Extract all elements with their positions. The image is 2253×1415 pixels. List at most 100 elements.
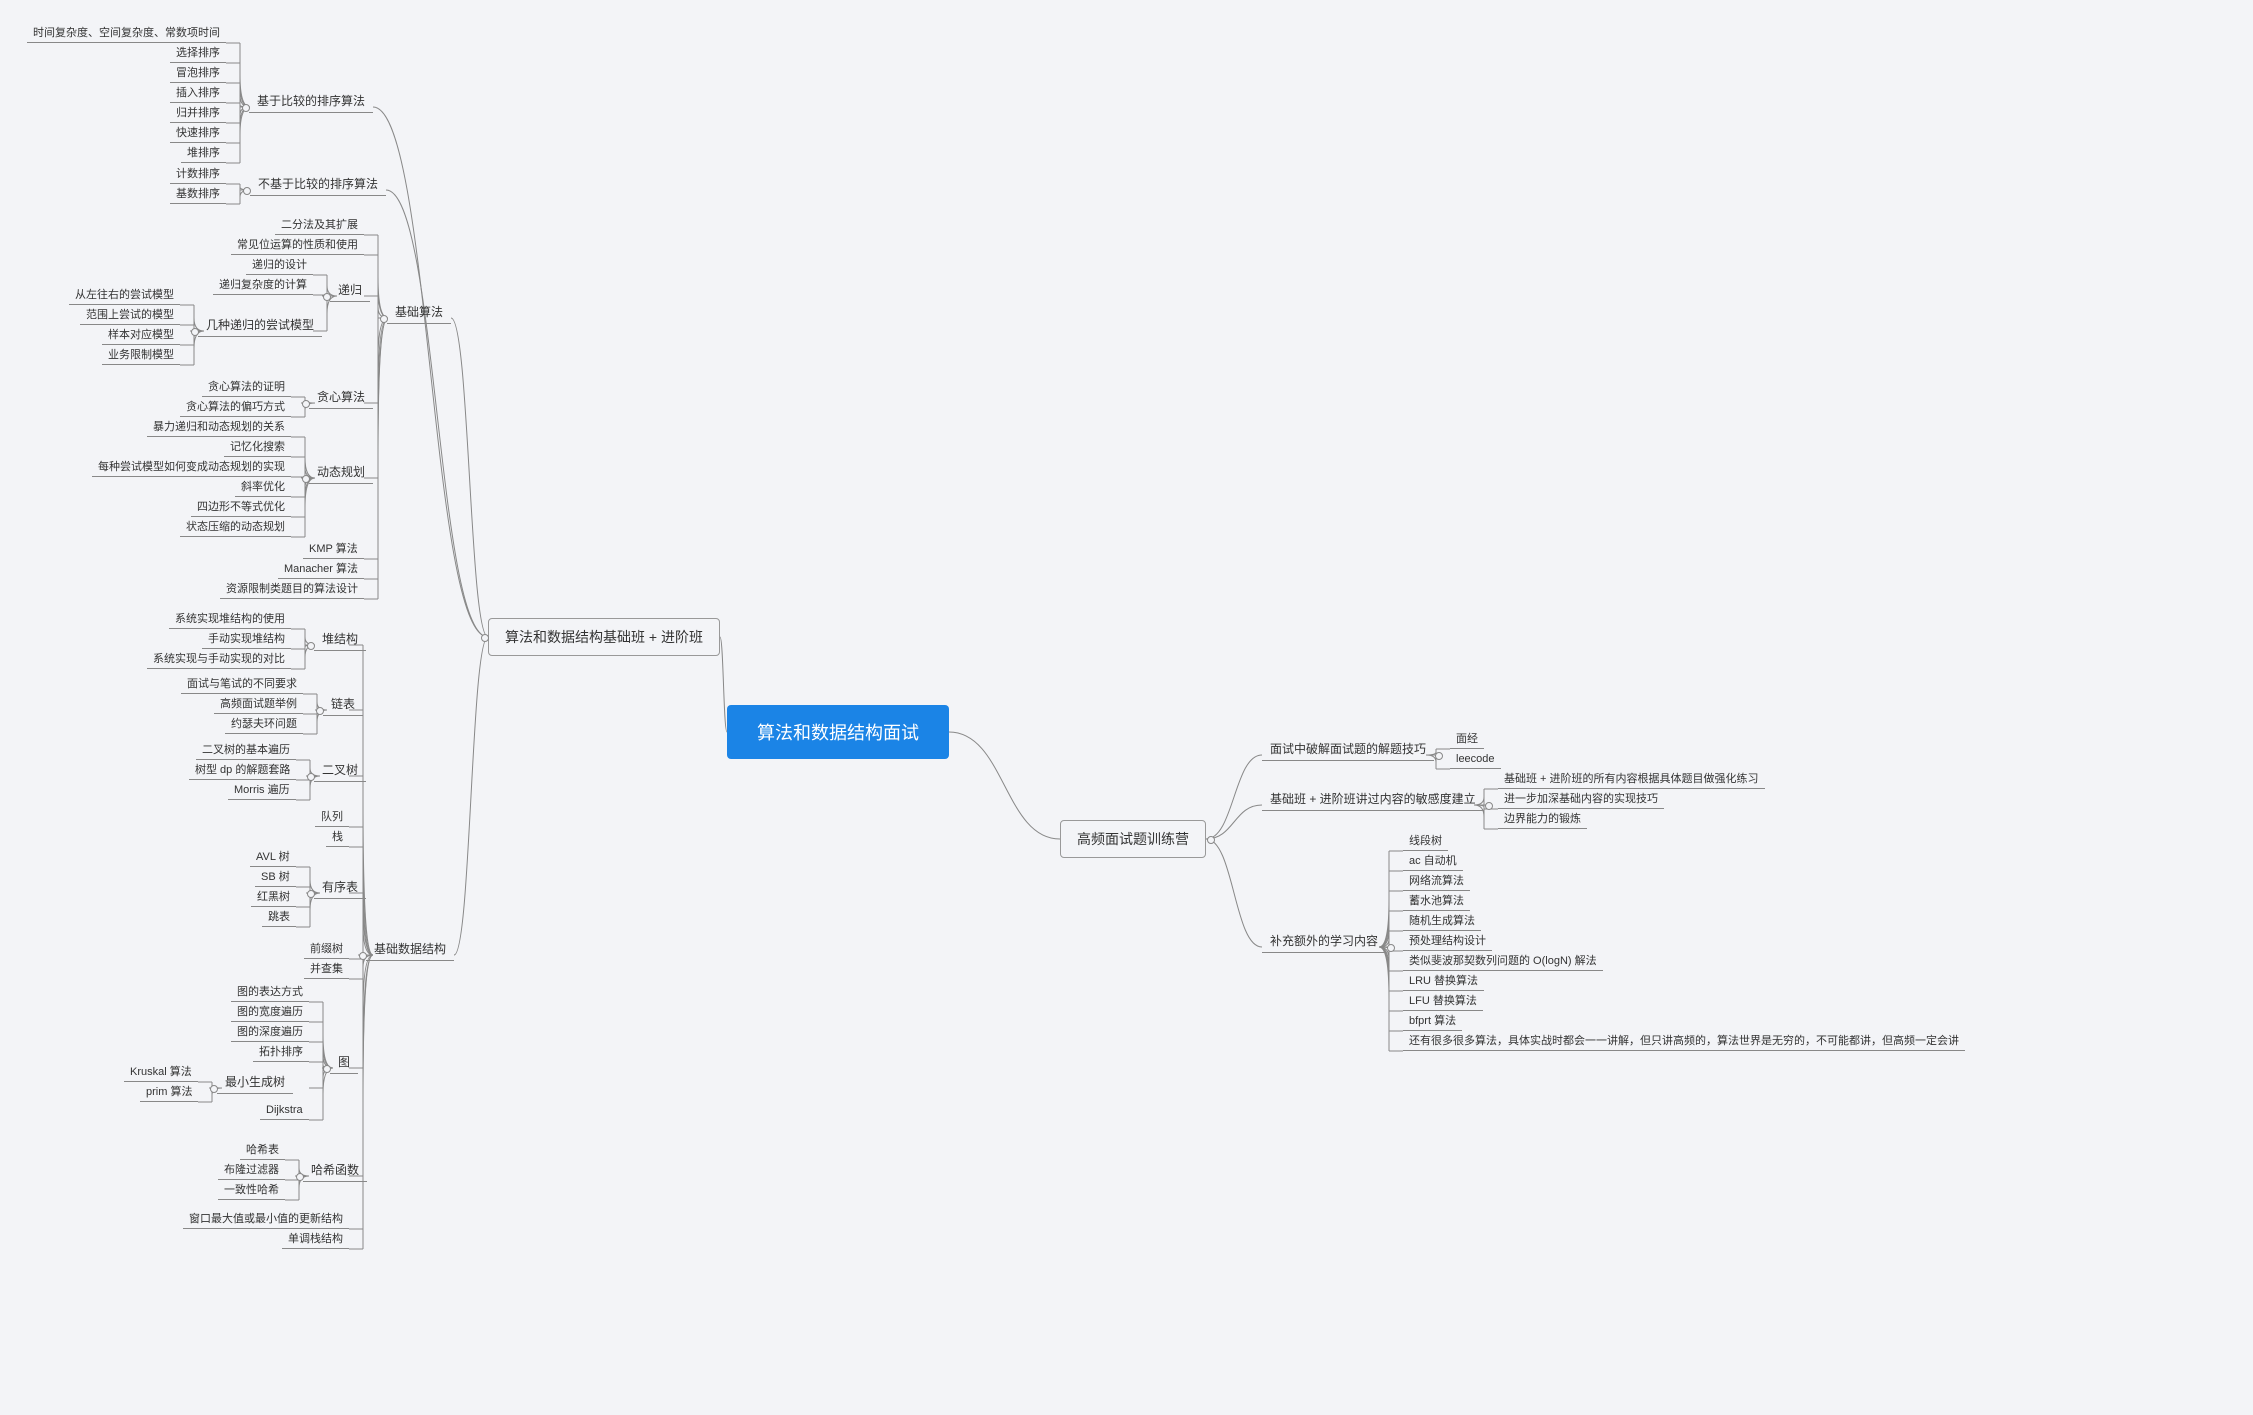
leaf[interactable]: Manacher 算法 xyxy=(278,562,364,579)
leaf-node[interactable]: 类似斐波那契数列问题的 O(logN) 解法 xyxy=(1403,954,1603,971)
cat-recursion[interactable]: 递归 xyxy=(330,283,370,302)
leaf-node[interactable]: 红黑树 xyxy=(251,890,296,907)
cat-linkedlist[interactable]: 链表 xyxy=(323,697,363,716)
leaf-node[interactable]: 网络流算法 xyxy=(1403,874,1470,891)
leaf[interactable]: KMP 算法 xyxy=(303,542,364,559)
leaf-node[interactable]: 堆排序 xyxy=(181,146,226,163)
leaf-node[interactable]: Morris 遍历 xyxy=(228,783,296,800)
root-node[interactable]: 算法和数据结构面试 xyxy=(727,705,949,759)
leaf-node[interactable]: 边界能力的锻炼 xyxy=(1498,812,1587,829)
leaf-node[interactable]: SB 树 xyxy=(255,870,296,887)
leaf[interactable]: 栈 xyxy=(326,830,349,847)
leaf-node[interactable]: 插入排序 xyxy=(170,86,226,103)
leaf-node[interactable]: 哈希表 xyxy=(240,1143,285,1160)
leaf-node[interactable]: 贪心算法的偏巧方式 xyxy=(180,400,291,417)
leaf-node[interactable]: 布隆过滤器 xyxy=(218,1163,285,1180)
leaf-node[interactable]: 记忆化搜索 xyxy=(224,440,291,457)
leaf-node[interactable]: 计数排序 xyxy=(170,167,226,184)
leaf[interactable]: 图的表达方式 xyxy=(231,985,309,1002)
leaf-node[interactable]: 时间复杂度、空间复杂度、常数项时间 xyxy=(27,26,226,43)
leaf-node[interactable]: bfprt 算法 xyxy=(1403,1014,1462,1031)
leaf-node[interactable]: 跳表 xyxy=(262,910,296,927)
leaf-node[interactable]: 选择排序 xyxy=(170,46,226,63)
leaf-node[interactable]: ac 自动机 xyxy=(1403,854,1463,871)
leaf[interactable]: 队列 xyxy=(315,810,349,827)
connector-dot xyxy=(359,952,367,960)
cat-right-1[interactable]: 基础班 + 进阶班讲过内容的敏感度建立 xyxy=(1262,792,1484,811)
leaf-node[interactable]: 预处理结构设计 xyxy=(1403,934,1492,951)
leaf-node[interactable]: 手动实现堆结构 xyxy=(202,632,291,649)
leaf-node[interactable]: leecode xyxy=(1450,752,1501,769)
leaf-node[interactable]: 暴力递归和动态规划的关系 xyxy=(147,420,291,437)
leaf-node[interactable]: 一致性哈希 xyxy=(218,1183,285,1200)
leaf[interactable]: 图的深度遍历 xyxy=(231,1025,309,1042)
leaf-node[interactable]: 随机生成算法 xyxy=(1403,914,1481,931)
leaf-node[interactable]: 系统实现与手动实现的对比 xyxy=(147,652,291,669)
leaf[interactable]: 图的宽度遍历 xyxy=(231,1005,309,1022)
connector-dot xyxy=(323,293,331,301)
cat-sort-cmp[interactable]: 基于比较的排序算法 xyxy=(249,94,373,113)
leaf-node[interactable]: LFU 替换算法 xyxy=(1403,994,1483,1011)
cat-ordered[interactable]: 有序表 xyxy=(314,880,366,899)
cat-btree[interactable]: 二叉树 xyxy=(314,763,366,782)
leaf-node[interactable]: 从左往右的尝试模型 xyxy=(69,288,180,305)
leaf-node[interactable]: 高频面试题举例 xyxy=(214,697,303,714)
leaf[interactable]: 窗口最大值或最小值的更新结构 xyxy=(183,1212,349,1229)
cat-try-models[interactable]: 几种递归的尝试模型 xyxy=(198,318,322,337)
leaf-node[interactable]: 约瑟夫环问题 xyxy=(225,717,303,734)
leaf-node[interactable]: LRU 替换算法 xyxy=(1403,974,1484,991)
connector-dot xyxy=(302,400,310,408)
leaf-node[interactable]: Kruskal 算法 xyxy=(124,1065,198,1082)
leaf[interactable]: 递归复杂度的计算 xyxy=(213,278,313,295)
leaf-node[interactable]: 系统实现堆结构的使用 xyxy=(169,612,291,629)
leaf-node[interactable]: AVL 树 xyxy=(250,850,296,867)
leaf[interactable]: 递归的设计 xyxy=(246,258,313,275)
cat-heap[interactable]: 堆结构 xyxy=(314,632,366,651)
leaf-node[interactable]: 样本对应模型 xyxy=(102,328,180,345)
leaf[interactable]: 前缀树 xyxy=(304,942,349,959)
leaf-node[interactable]: 面经 xyxy=(1450,732,1484,749)
leaf-node[interactable]: 贪心算法的证明 xyxy=(202,380,291,397)
cat-greedy[interactable]: 贪心算法 xyxy=(309,390,373,409)
leaf-node[interactable]: 基础班 + 进阶班的所有内容根据具体题目做强化练习 xyxy=(1498,772,1765,789)
leaf[interactable]: 常见位运算的性质和使用 xyxy=(231,238,364,255)
right-branch-box[interactable]: 高频面试题训练营 xyxy=(1060,820,1206,858)
leaf[interactable]: 拓扑排序 xyxy=(253,1045,309,1062)
cat-dp[interactable]: 动态规划 xyxy=(309,465,373,484)
cat-mst[interactable]: 最小生成树 xyxy=(217,1075,293,1094)
leaf-node[interactable]: 冒泡排序 xyxy=(170,66,226,83)
leaf-node[interactable]: 业务限制模型 xyxy=(102,348,180,365)
leaf-node[interactable]: 蓄水池算法 xyxy=(1403,894,1470,911)
leaf-node[interactable]: 状态压缩的动态规划 xyxy=(180,520,291,537)
leaf-node[interactable]: 线段树 xyxy=(1403,834,1448,851)
leaf[interactable]: 单调栈结构 xyxy=(282,1232,349,1249)
cat-right-2[interactable]: 补充额外的学习内容 xyxy=(1262,934,1386,953)
leaf-node[interactable]: 还有很多很多算法，具体实战时都会一一讲解，但只讲高频的，算法世界是无穷的，不可能… xyxy=(1403,1034,1965,1051)
left-branch-box[interactable]: 算法和数据结构基础班 + 进阶班 xyxy=(488,618,720,656)
leaf-node[interactable]: 二叉树的基本遍历 xyxy=(196,743,296,760)
leaf-node[interactable]: 基数排序 xyxy=(170,187,226,204)
leaf-node[interactable]: 每种尝试模型如何变成动态规划的实现 xyxy=(92,460,291,477)
leaf[interactable]: 并查集 xyxy=(304,962,349,979)
cat-hash[interactable]: 哈希函数 xyxy=(303,1163,367,1182)
cat-basic-algo[interactable]: 基础算法 xyxy=(387,305,451,324)
leaf[interactable]: 二分法及其扩展 xyxy=(275,218,364,235)
leaf-node[interactable]: 四边形不等式优化 xyxy=(191,500,291,517)
leaf-node[interactable]: 斜率优化 xyxy=(235,480,291,497)
connector-dot xyxy=(307,773,315,781)
leaf-node[interactable]: 树型 dp 的解题套路 xyxy=(189,763,296,780)
leaf[interactable]: 资源限制类题目的算法设计 xyxy=(220,582,364,599)
cat-basic-ds[interactable]: 基础数据结构 xyxy=(366,942,454,961)
leaf-node[interactable]: 快速排序 xyxy=(170,126,226,143)
cat-graph[interactable]: 图 xyxy=(330,1055,358,1074)
cat-sort-nocmp[interactable]: 不基于比较的排序算法 xyxy=(250,177,386,196)
cat-right-0[interactable]: 面试中破解面试题的解题技巧 xyxy=(1262,742,1434,761)
connector-dot xyxy=(210,1085,218,1093)
leaf-node[interactable]: 范围上尝试的模型 xyxy=(80,308,180,325)
connector-dot xyxy=(307,890,315,898)
leaf-node[interactable]: 面试与笔试的不同要求 xyxy=(181,677,303,694)
leaf[interactable]: Dijkstra xyxy=(260,1103,309,1120)
leaf-node[interactable]: prim 算法 xyxy=(140,1085,198,1102)
leaf-node[interactable]: 归并排序 xyxy=(170,106,226,123)
leaf-node[interactable]: 进一步加深基础内容的实现技巧 xyxy=(1498,792,1664,809)
